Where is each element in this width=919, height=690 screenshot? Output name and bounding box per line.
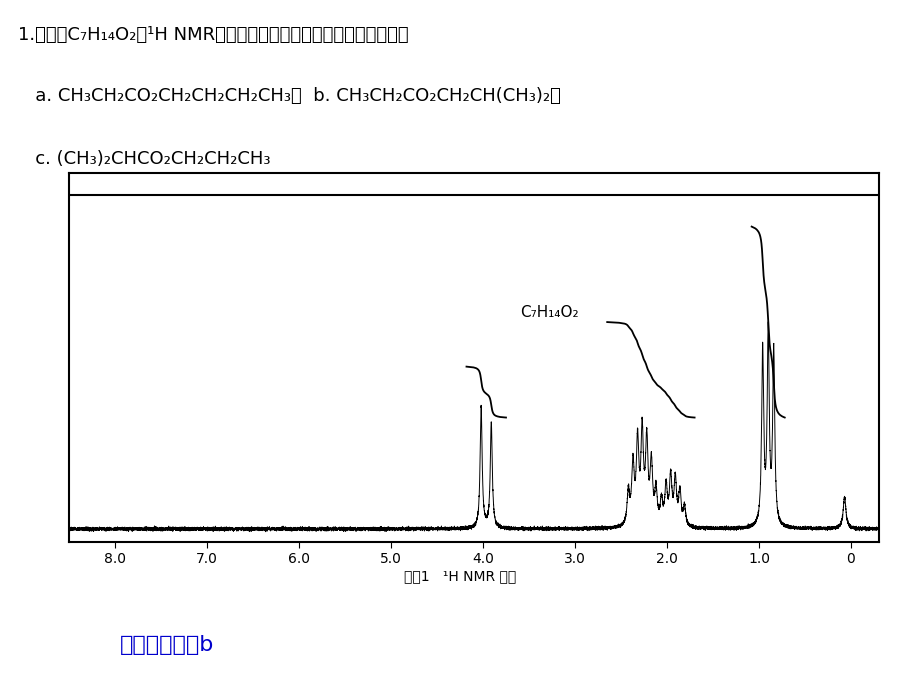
Text: 解：化合物为b: 解：化合物为b [119, 635, 214, 655]
Text: 习题1   ¹H NMR 谱图: 习题1 ¹H NMR 谱图 [403, 569, 516, 583]
Text: c. (CH₃)₂CHCO₂CH₂CH₂CH₃: c. (CH₃)₂CHCO₂CH₂CH₂CH₃ [18, 150, 270, 168]
Text: 1.化合物C₇H₁₄O₂的¹H NMR谱图如下，它是下列结构式中的那一种？: 1.化合物C₇H₁₄O₂的¹H NMR谱图如下，它是下列结构式中的那一种？ [18, 26, 408, 44]
Text: a. CH₃CH₂CO₂CH₂CH₂CH₂CH₃；  b. CH₃CH₂CO₂CH₂CH(CH₃)₂；: a. CH₃CH₂CO₂CH₂CH₂CH₂CH₃； b. CH₃CH₂CO₂CH… [18, 87, 561, 105]
Text: C₇H₁₄O₂: C₇H₁₄O₂ [519, 305, 578, 320]
